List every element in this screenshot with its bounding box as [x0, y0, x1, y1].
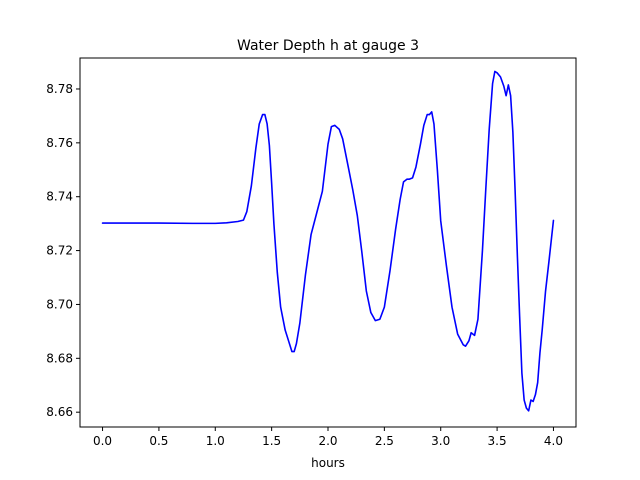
x-tick-label: 0.0 — [93, 434, 112, 448]
x-tick-label: 3.5 — [488, 434, 507, 448]
y-tick-label: 8.70 — [46, 297, 73, 311]
y-tick-label: 8.76 — [46, 136, 73, 150]
x-tick-label: 1.0 — [206, 434, 225, 448]
x-tick-label: 3.0 — [431, 434, 450, 448]
y-tick-label: 8.66 — [46, 405, 73, 419]
x-tick-label: 2.0 — [318, 434, 337, 448]
x-tick-label: 1.5 — [262, 434, 281, 448]
x-tick-label: 2.5 — [375, 434, 394, 448]
x-axis-ticks: 0.0 0.5 1.0 1.5 2.0 2.5 3.0 3.5 4.0 — [93, 427, 563, 448]
x-axis-label: hours — [311, 456, 345, 470]
plot-area — [101, 70, 555, 412]
series-line — [101, 70, 555, 412]
y-tick-label: 8.72 — [46, 244, 73, 258]
y-tick-label: 8.74 — [46, 190, 73, 204]
y-axis-ticks: 8.66 8.68 8.70 8.72 8.74 8.76 8.78 — [46, 82, 80, 419]
chart-title: Water Depth h at gauge 3 — [237, 38, 419, 54]
y-tick-label: 8.78 — [46, 82, 73, 96]
x-tick-label: 0.5 — [149, 434, 168, 448]
plot-frame — [79, 57, 577, 428]
x-tick-label: 4.0 — [544, 434, 563, 448]
y-tick-label: 8.68 — [46, 351, 73, 365]
